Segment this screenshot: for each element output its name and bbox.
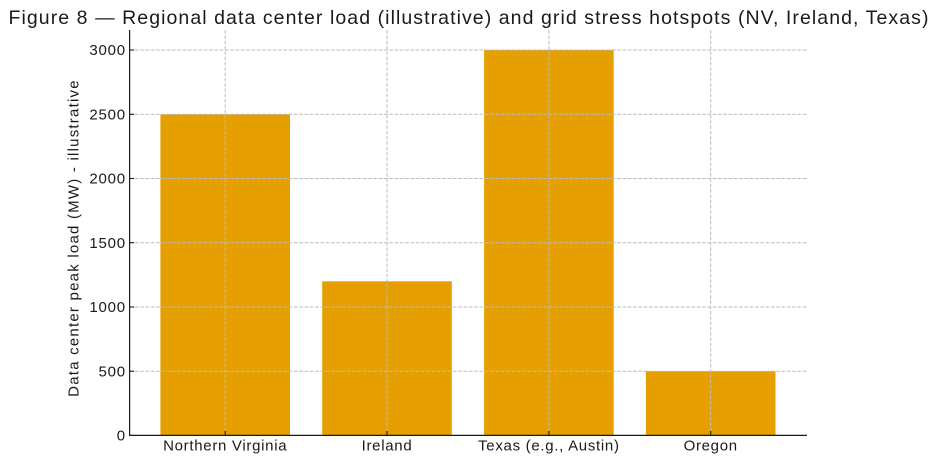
svg-text:1000: 1000	[89, 299, 125, 316]
svg-text:1500: 1500	[89, 235, 125, 252]
svg-text:2000: 2000	[89, 171, 125, 188]
svg-text:Ireland: Ireland	[362, 438, 413, 455]
svg-text:Texas (e.g., Austin): Texas (e.g., Austin)	[478, 438, 620, 455]
svg-text:Oregon: Oregon	[684, 438, 738, 455]
svg-text:Data center peak load (MW) - i: Data center peak load (MW) - illustrativ…	[66, 79, 83, 397]
svg-text:0: 0	[117, 428, 126, 445]
svg-text:500: 500	[99, 363, 126, 380]
svg-text:3000: 3000	[89, 42, 125, 59]
svg-text:2500: 2500	[89, 107, 125, 124]
svg-text:Northern Virginia: Northern Virginia	[163, 438, 287, 455]
svg-text:Figure 8 — Regional data cente: Figure 8 — Regional data center load (il…	[8, 7, 929, 29]
